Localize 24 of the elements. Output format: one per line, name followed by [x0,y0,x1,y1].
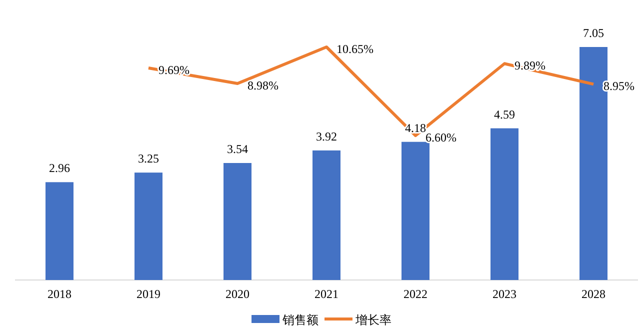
data-label: 10.65% [336,42,374,56]
data-label: 3.54 [227,142,248,156]
x-tick-label: 2018 [48,287,72,301]
bar [402,142,430,280]
data-label: 3.92 [316,129,337,144]
bar [224,163,252,280]
data-label: 8.98% [248,78,278,93]
legend-label: 销售额 [282,313,318,327]
data-label: 6.60% [426,130,456,145]
x-tick-label: 2023 [492,287,516,301]
bar [312,150,340,280]
bar [46,182,74,280]
data-label: 3.25 [138,152,159,166]
x-tick-label: 2022 [404,287,428,301]
x-tick-label: 2020 [226,287,250,301]
bar [134,172,162,280]
x-tick-label: 2028 [582,287,606,301]
x-tick-label: 2019 [136,287,160,301]
data-label: 4.59 [494,107,515,122]
bar [490,128,518,280]
legend-label: 增长率 [354,313,392,327]
data-label: 7.05 [583,26,604,40]
data-label: 2.96 [49,161,70,176]
x-tick-label: 2021 [314,287,338,301]
